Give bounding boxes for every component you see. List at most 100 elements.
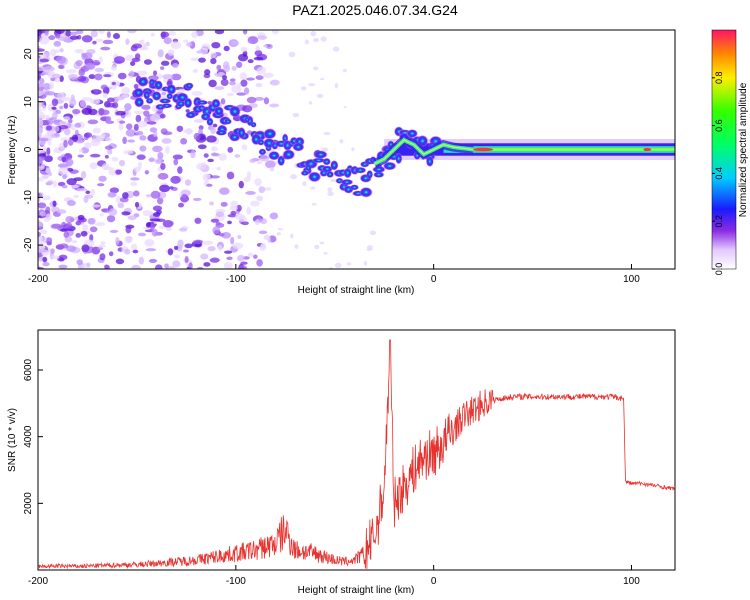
noise-speckle: [323, 131, 331, 136]
noise-speckle: [42, 262, 50, 267]
noise-speckle: [290, 233, 294, 239]
noise-speckle: [51, 73, 61, 79]
noise-speckle: [38, 119, 44, 127]
y-tick-label: -20: [23, 237, 34, 252]
noise-speckle: [246, 77, 255, 81]
ridge-blob: [268, 150, 280, 161]
noise-speckle: [219, 187, 230, 195]
noise-speckle: [170, 41, 182, 49]
noise-speckle: [54, 93, 63, 99]
noise-speckle: [254, 97, 265, 101]
noise-speckle: [160, 128, 168, 135]
noise-speckle: [59, 243, 69, 249]
noise-speckle: [238, 180, 244, 189]
noise-speckle: [115, 236, 120, 245]
noise-speckle: [130, 45, 138, 52]
snr-line-layer: [38, 339, 675, 570]
noise-speckle: [162, 73, 174, 80]
snr-frame: [37, 329, 676, 571]
noise-speckle: [112, 33, 121, 40]
noise-speckle: [271, 30, 279, 35]
ridge-blob: [206, 117, 214, 127]
noise-speckle: [102, 92, 108, 99]
noise-speckle: [308, 101, 313, 105]
noise-speckle: [170, 73, 182, 81]
noise-speckle: [180, 138, 188, 145]
noise-speckle: [90, 188, 96, 196]
snr-panel: -200 -100 0 100 2000 4000 6000 Height of stra…: [7, 329, 676, 596]
noise-speckle: [58, 65, 64, 69]
noise-speckle: [149, 224, 155, 230]
noise-speckle: [118, 159, 126, 167]
noise-speckle: [92, 62, 101, 66]
noise-speckle: [121, 86, 131, 95]
noise-speckle: [152, 70, 158, 76]
noise-speckle: [59, 48, 64, 53]
noise-speckle: [211, 146, 218, 152]
ridge-blob: [321, 165, 333, 173]
noise-speckle: [314, 244, 320, 250]
noise-speckle: [101, 208, 108, 212]
noise-speckle: [69, 31, 78, 36]
noise-speckle: [312, 66, 319, 71]
noise-speckle: [240, 46, 248, 52]
noise-speckle: [203, 262, 211, 267]
noise-speckle: [249, 158, 256, 164]
noise-speckle: [60, 137, 70, 142]
noise-speckle: [206, 135, 217, 143]
noise-speckle: [194, 119, 203, 123]
noise-speckle: [56, 55, 67, 64]
noise-speckle: [288, 51, 296, 58]
noise-speckle: [164, 263, 169, 269]
noise-speckle: [202, 240, 214, 246]
noise-speckle: [38, 108, 43, 112]
noise-speckle: [162, 220, 174, 228]
noise-speckle: [236, 254, 245, 262]
noise-speckle: [215, 211, 225, 218]
noise-speckle: [143, 110, 150, 117]
noise-speckle: [132, 249, 139, 254]
noise-speckle: [327, 191, 334, 196]
noise-speckle: [54, 125, 60, 132]
noise-speckle: [44, 91, 56, 96]
noise-speckle: [113, 56, 125, 64]
ridge-blob: [263, 128, 277, 140]
noise-speckle: [173, 254, 181, 259]
noise-speckle: [70, 94, 75, 102]
y-tick-label: 6000: [23, 358, 34, 381]
noise-speckle: [327, 187, 333, 193]
noise-speckle: [45, 237, 53, 244]
ridge-blob: [185, 82, 194, 90]
snr-y-axis-label: SNR (10 * v/v): [7, 408, 18, 472]
noise-speckle: [100, 84, 108, 90]
noise-speckle: [194, 217, 202, 224]
noise-speckle: [150, 32, 155, 37]
noise-speckle: [75, 60, 83, 67]
ridge-blob: [133, 87, 144, 98]
noise-speckle: [38, 249, 45, 253]
ridge-blob: [359, 186, 373, 198]
noise-speckle: [137, 70, 148, 76]
noise-speckle: [254, 50, 263, 57]
noise-speckle: [39, 210, 46, 217]
noise-speckle: [221, 75, 228, 80]
noise-speckle: [308, 83, 316, 87]
noise-speckle: [43, 65, 55, 72]
spectral-ridge-layer: [131, 76, 675, 198]
noise-speckle: [89, 162, 98, 170]
noise-speckle: [63, 102, 69, 109]
noise-speckle: [130, 177, 140, 181]
noise-speckle: [65, 215, 74, 223]
noise-speckle: [53, 49, 60, 54]
noise-speckle: [116, 95, 125, 101]
noise-speckle: [57, 163, 68, 168]
noise-speckle: [89, 98, 101, 105]
noise-speckle: [138, 39, 145, 45]
noise-speckle: [208, 79, 217, 88]
noise-speckle: [223, 261, 233, 269]
noise-speckle: [58, 264, 68, 269]
noise-speckle: [256, 259, 263, 267]
ridge-blob: [237, 126, 246, 139]
noise-speckle: [38, 102, 42, 110]
